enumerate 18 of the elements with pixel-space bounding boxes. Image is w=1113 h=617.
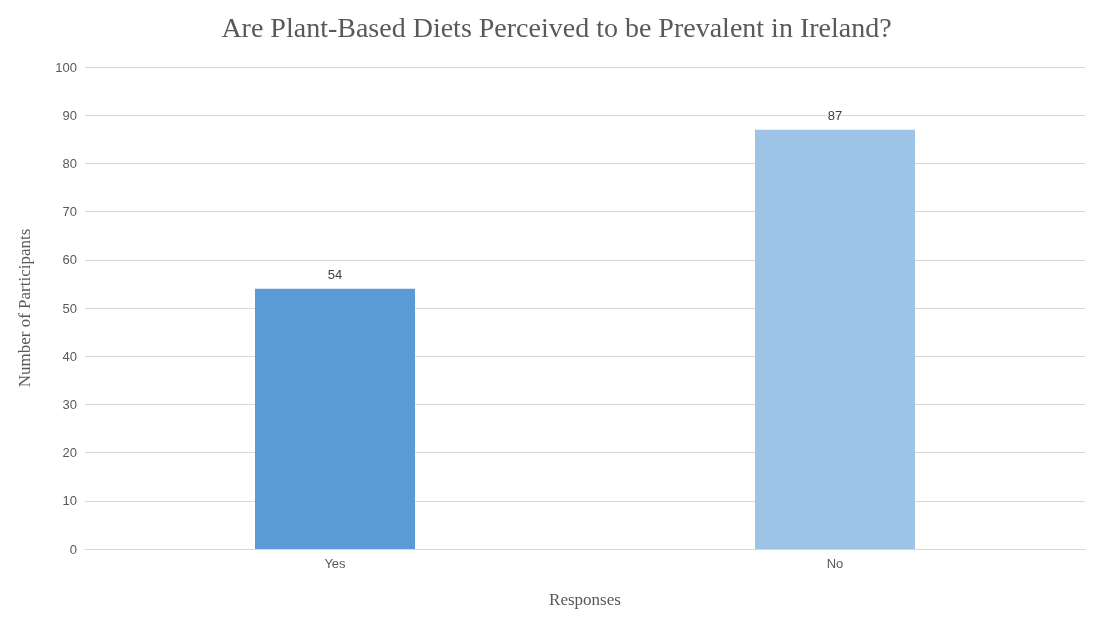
y-tick-label: 50 (62, 300, 77, 316)
y-tick-label: 10 (62, 493, 77, 509)
y-tick-label: 70 (62, 204, 77, 220)
y-tick-label: 90 (62, 107, 77, 123)
y-tick-label: 40 (62, 348, 77, 364)
y-tick-label: 100 (55, 59, 77, 75)
x-axis-title: Responses (549, 590, 621, 609)
y-axis-title: Number of Participants (15, 228, 34, 388)
data-label: 54 (327, 266, 343, 282)
x-tick-label: No (826, 556, 844, 571)
y-tick-label: 80 (62, 155, 77, 171)
y-tick-label: 60 (62, 252, 77, 268)
y-tick-label: 30 (62, 396, 77, 412)
data-label: 87 (827, 107, 843, 123)
x-tick-label: Yes (324, 556, 347, 571)
chart-title: Are Plant-Based Diets Perceived to be Prevalent in Ireland? (221, 11, 892, 43)
y-tick-label: 20 (62, 445, 77, 461)
y-tick-label: 0 (69, 541, 77, 557)
